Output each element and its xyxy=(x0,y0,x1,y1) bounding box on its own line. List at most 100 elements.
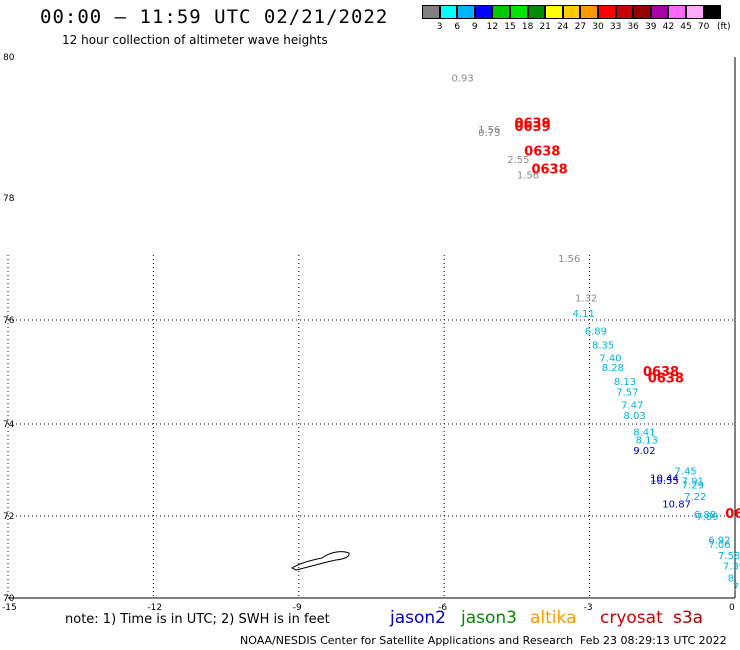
legend-label: 33 xyxy=(609,22,622,32)
wave-height-label: 8.13 xyxy=(636,435,658,446)
pass-time-label: 0638 xyxy=(648,371,684,386)
legend-swatch xyxy=(562,5,581,19)
wave-height-label: 7. xyxy=(733,582,740,593)
legend-swatch xyxy=(650,5,669,19)
wave-height-label: 7.57 xyxy=(616,387,638,398)
wave-height-label: 7.45 xyxy=(674,467,696,478)
legend-label: 30 xyxy=(592,22,604,32)
legend-label: 9 xyxy=(471,22,478,32)
satellite-s3a: s3a xyxy=(673,608,704,628)
legend-label: 12 xyxy=(486,22,499,32)
legend-swatch xyxy=(580,5,598,19)
generated-timestamp: Feb 23 08:29:13 UTC 2022 xyxy=(580,634,727,647)
x-tick-label: -9 xyxy=(293,603,302,613)
wave-height-label: 4.11 xyxy=(573,309,595,320)
legend-unit: (ft) xyxy=(717,22,731,32)
wave-height-label: 1.32 xyxy=(575,294,597,305)
legend-swatch xyxy=(703,5,722,19)
pass-time-label: 0639 xyxy=(514,117,550,132)
legend-label: 3 xyxy=(436,22,443,32)
wave-height-label: 1.56 xyxy=(558,254,580,265)
island-outline xyxy=(290,551,350,571)
y-tick-label: 80 xyxy=(3,53,15,63)
legend-swatch xyxy=(422,5,440,19)
legend-swatch xyxy=(439,5,458,19)
y-tick-label: 72 xyxy=(3,512,14,522)
x-tick-label: -15 xyxy=(2,603,17,613)
wave-height-label: 0.93 xyxy=(451,74,473,85)
legend-label: 15 xyxy=(504,22,516,32)
legend-swatch xyxy=(598,5,616,19)
pass-time-label: 06 xyxy=(725,507,740,522)
legend-swatch xyxy=(527,5,546,19)
legend-swatch xyxy=(633,5,651,19)
page-subtitle: 12 hour collection of altimeter wave hei… xyxy=(62,33,328,47)
wave-height-label: 7.29 xyxy=(682,480,704,491)
legend-swatch xyxy=(615,5,634,19)
legend-label: 42 xyxy=(662,22,675,32)
wave-height-label: 1.56 xyxy=(478,125,500,136)
legend-swatch xyxy=(668,5,686,19)
wave-height-label: 8.35 xyxy=(592,341,614,352)
satellite-cryosat: cryosat xyxy=(600,608,663,628)
legend-swatch xyxy=(492,5,510,19)
page-title: 00:00 – 11:59 UTC 02/21/2022 xyxy=(40,6,389,28)
legend-label: 39 xyxy=(645,22,657,32)
wave-height-label: 10.44 xyxy=(650,474,679,485)
x-tick-label: 0 xyxy=(729,603,735,613)
wave-height-label: 0.73 xyxy=(478,128,500,139)
legend-label: 45 xyxy=(680,22,692,32)
legend-label: 27 xyxy=(574,22,587,32)
legend-swatch xyxy=(686,5,704,19)
y-tick-label: 76 xyxy=(3,316,15,326)
wave-height-label: 7.58 xyxy=(718,551,740,562)
pass-time-label: 0638 xyxy=(531,162,567,177)
x-tick-label: -3 xyxy=(584,603,593,613)
legend-label: 18 xyxy=(521,22,534,32)
legend-label: 6 xyxy=(454,22,461,32)
wave-height-label: 7.39 xyxy=(723,561,740,572)
footer-note: note: 1) Time is in UTC; 2) SWH is in fe… xyxy=(65,612,330,627)
wave-height-label: 8.28 xyxy=(602,363,624,374)
wave-height-label: 8.13 xyxy=(614,377,636,388)
y-tick-label: 78 xyxy=(3,194,15,204)
wave-height-label: 8.41 xyxy=(633,428,655,439)
wave-height-label: 9.02 xyxy=(633,446,655,457)
satellite-jason2: jason2 xyxy=(390,608,446,628)
wave-height-label: 6.92 xyxy=(708,535,730,546)
wave-height-label: 6.89 xyxy=(585,327,607,338)
pass-time-label: 0639 xyxy=(514,120,550,135)
x-tick-label: -6 xyxy=(438,603,447,613)
legend-label: 70 xyxy=(697,22,710,32)
legend-label: 24 xyxy=(557,22,569,32)
x-tick-label: -12 xyxy=(147,603,162,613)
wave-height-label: 7.06 xyxy=(708,540,730,551)
legend-swatch xyxy=(510,5,528,19)
wave-height-label: 1.56 xyxy=(517,170,539,181)
wave-height-label: 7.22 xyxy=(684,492,706,503)
wave-height-label: 10.87 xyxy=(662,500,691,511)
credit-line: NOAA/NESDIS Center for Satellite Applica… xyxy=(240,634,574,647)
pass-time-label: 0638 xyxy=(643,365,679,380)
wave-height-label: 6.88 xyxy=(694,510,716,521)
wave-height-label: 2.55 xyxy=(507,155,529,166)
satellite-altika: altika xyxy=(530,608,577,628)
wave-height-label: 8. xyxy=(728,574,738,585)
legend-label: 36 xyxy=(627,22,639,32)
y-tick-label: 74 xyxy=(3,420,15,430)
wave-height-label: 7.89 xyxy=(696,512,718,523)
legend-swatch xyxy=(457,5,475,19)
wave-height-label: 7.91 xyxy=(682,477,704,488)
satellite-jason3: jason3 xyxy=(461,608,517,628)
legend-swatch xyxy=(545,5,563,19)
wave-height-label: 10.55 xyxy=(650,476,679,487)
y-tick-label: 70 xyxy=(3,594,15,604)
legend-label: 21 xyxy=(539,22,551,32)
wave-height-label: 7.47 xyxy=(621,400,643,411)
wave-height-label: 7.40 xyxy=(599,354,621,365)
wave-height-label: 8.03 xyxy=(624,411,646,422)
pass-time-label: 0638 xyxy=(524,145,560,160)
legend-swatch xyxy=(474,5,493,19)
